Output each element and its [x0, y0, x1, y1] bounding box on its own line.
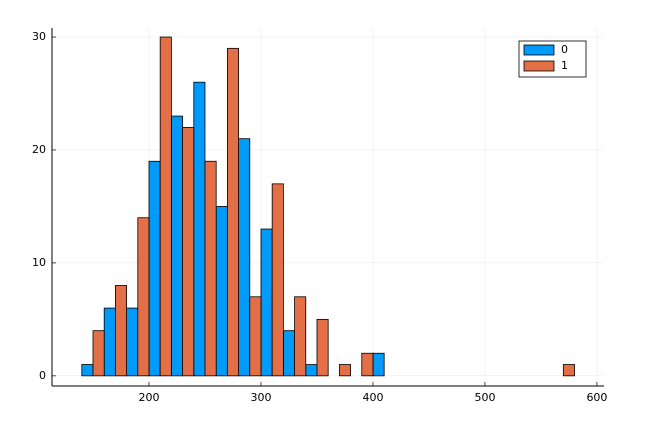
- bar: [226, 47, 239, 377]
- bar: [562, 364, 575, 377]
- bar: [316, 318, 329, 377]
- y-tick-label: 30: [32, 30, 46, 43]
- bar: [182, 126, 195, 377]
- y-tick-label: 20: [32, 143, 46, 156]
- x-tick-label: 400: [362, 391, 383, 404]
- bar: [159, 36, 172, 377]
- legend-swatch: [523, 44, 555, 56]
- legend-swatch: [523, 60, 555, 72]
- bar: [81, 364, 94, 377]
- x-tick-label: 300: [250, 391, 271, 404]
- legend: 01: [518, 40, 587, 78]
- x-tick-label: 500: [474, 391, 495, 404]
- bar: [372, 352, 385, 377]
- bar: [338, 364, 351, 377]
- bar: [361, 352, 374, 377]
- x-tick-label: 200: [138, 391, 159, 404]
- bar: [249, 296, 262, 377]
- bar: [103, 307, 116, 377]
- bar: [204, 160, 217, 377]
- bar: [137, 217, 150, 377]
- bar: [271, 183, 284, 377]
- bar: [282, 330, 295, 377]
- bar: [294, 296, 307, 377]
- bar: [92, 330, 105, 377]
- x-tick-label: 600: [586, 391, 607, 404]
- y-tick-label: 0: [39, 369, 46, 382]
- bar: [215, 206, 228, 377]
- bar: [114, 285, 127, 377]
- legend-label: 1: [561, 59, 568, 72]
- bar: [170, 115, 183, 377]
- legend-label: 0: [561, 43, 568, 56]
- bar: [126, 307, 139, 377]
- bar: [193, 81, 206, 377]
- bar: [305, 364, 318, 377]
- bar: [238, 138, 251, 377]
- y-tick-label: 10: [32, 256, 46, 269]
- bar: [148, 160, 161, 377]
- bar: [260, 228, 273, 377]
